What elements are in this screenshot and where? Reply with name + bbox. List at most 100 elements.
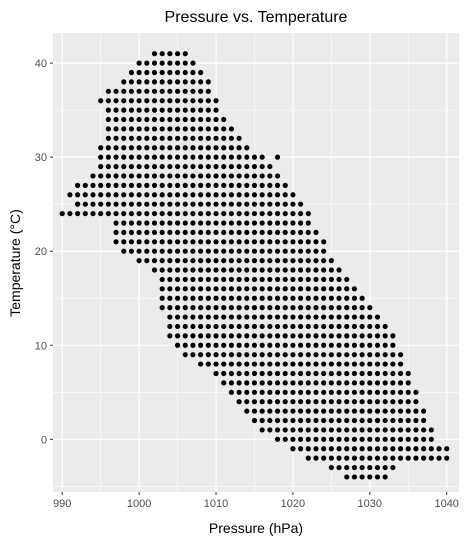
- data-point: [174, 145, 181, 151]
- data-point: [190, 107, 196, 113]
- data-point: [205, 323, 211, 330]
- data-point: [105, 182, 111, 188]
- data-point: [259, 361, 265, 367]
- data-point: [390, 436, 396, 442]
- data-point: [213, 239, 219, 245]
- data-point: [259, 192, 265, 198]
- data-point: [244, 399, 250, 405]
- data-point: [236, 380, 242, 386]
- data-point: [213, 229, 219, 236]
- data-point: [221, 135, 227, 141]
- data-point: [282, 192, 288, 198]
- data-point: [251, 220, 258, 226]
- data-point: [321, 370, 327, 377]
- data-point: [198, 69, 204, 76]
- data-point: [105, 135, 111, 141]
- data-point: [98, 163, 104, 170]
- data-point: [113, 107, 119, 113]
- data-point: [75, 182, 81, 188]
- data-point: [251, 286, 258, 292]
- data-point: [313, 427, 319, 433]
- data-point: [167, 135, 173, 141]
- data-point: [267, 201, 273, 207]
- data-point: [274, 333, 281, 339]
- data-point: [182, 98, 188, 104]
- data-point: [382, 436, 388, 442]
- data-point: [221, 116, 227, 123]
- data-point: [405, 380, 411, 386]
- data-point: [151, 220, 158, 226]
- data-point: [321, 389, 327, 395]
- data-point: [328, 352, 334, 358]
- data-point: [144, 69, 150, 76]
- data-point: [328, 389, 334, 395]
- data-point: [228, 182, 234, 188]
- data-point: [167, 286, 173, 292]
- data-point: [174, 239, 181, 245]
- data-point: [290, 295, 296, 301]
- data-point: [136, 116, 142, 123]
- data-point: [182, 333, 188, 339]
- data-point: [274, 361, 281, 367]
- data-point: [328, 342, 334, 348]
- data-point: [297, 399, 304, 405]
- data-point: [205, 267, 211, 273]
- data-point: [182, 79, 188, 85]
- data-point: [359, 370, 365, 377]
- data-point: [105, 107, 111, 113]
- data-point: [228, 267, 234, 273]
- data-point: [374, 427, 381, 433]
- data-point: [297, 229, 304, 236]
- data-point: [174, 201, 181, 207]
- data-point: [136, 182, 142, 188]
- data-point: [174, 276, 181, 283]
- data-point: [321, 446, 327, 452]
- data-point: [236, 333, 242, 339]
- data-point: [405, 446, 411, 452]
- data-point: [267, 380, 273, 386]
- data-point: [305, 220, 311, 226]
- data-point: [390, 370, 396, 377]
- data-point: [182, 88, 188, 94]
- data-point: [282, 295, 288, 301]
- data-point: [374, 399, 381, 405]
- data-point: [344, 295, 350, 301]
- data-point: [267, 248, 273, 254]
- data-point: [267, 229, 273, 236]
- data-point: [328, 305, 334, 311]
- data-point: [198, 192, 204, 198]
- data-point: [198, 201, 204, 207]
- data-point: [98, 201, 104, 207]
- data-point: [405, 427, 411, 433]
- data-point: [167, 163, 173, 170]
- data-point: [205, 163, 211, 170]
- data-point: [367, 408, 373, 414]
- data-point: [213, 173, 219, 179]
- data-point: [305, 380, 311, 386]
- data-point: [113, 98, 119, 104]
- data-point: [282, 229, 288, 236]
- data-point: [328, 408, 334, 414]
- data-point: [205, 116, 211, 123]
- data-point: [274, 342, 281, 348]
- data-point: [328, 446, 334, 452]
- data-point: [228, 333, 234, 339]
- data-point: [213, 220, 219, 226]
- data-point: [167, 88, 173, 94]
- data-point: [267, 276, 273, 283]
- data-point: [59, 210, 65, 217]
- data-point: [221, 352, 227, 358]
- data-point: [297, 370, 304, 377]
- data-point: [190, 60, 196, 66]
- data-point: [151, 192, 158, 198]
- data-point: [136, 239, 142, 245]
- data-point: [190, 163, 196, 170]
- data-point: [328, 417, 334, 424]
- data-point: [321, 436, 327, 442]
- data-point: [144, 98, 150, 104]
- data-point: [121, 201, 127, 207]
- data-point: [67, 192, 73, 198]
- data-point: [313, 239, 319, 245]
- data-point: [313, 455, 319, 461]
